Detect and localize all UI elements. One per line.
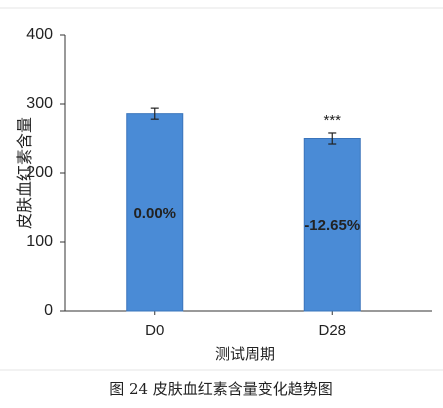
y-tick-label: 100 — [26, 233, 53, 250]
y-tick-label: 300 — [26, 95, 53, 112]
bar-label: 0.00% — [133, 205, 176, 222]
caption: 图 24 皮肤血红素含量变化趋势图 — [109, 380, 333, 398]
y-tick-label: 0 — [44, 302, 53, 319]
x-axis-label: 测试周期 — [215, 346, 275, 363]
bar-label: -12.65% — [304, 217, 360, 234]
y-tick-label: 400 — [26, 26, 53, 43]
x-tick-label: D28 — [318, 322, 346, 339]
significance-label: *** — [323, 112, 341, 129]
y-axis-label: 皮肤血红素含量 — [16, 117, 34, 229]
bar — [126, 113, 184, 312]
error-bar — [150, 107, 159, 120]
error-bar — [328, 132, 337, 145]
bar — [303, 138, 361, 312]
x-tick-label: D0 — [145, 322, 164, 339]
y-tick-label: 200 — [26, 164, 53, 181]
